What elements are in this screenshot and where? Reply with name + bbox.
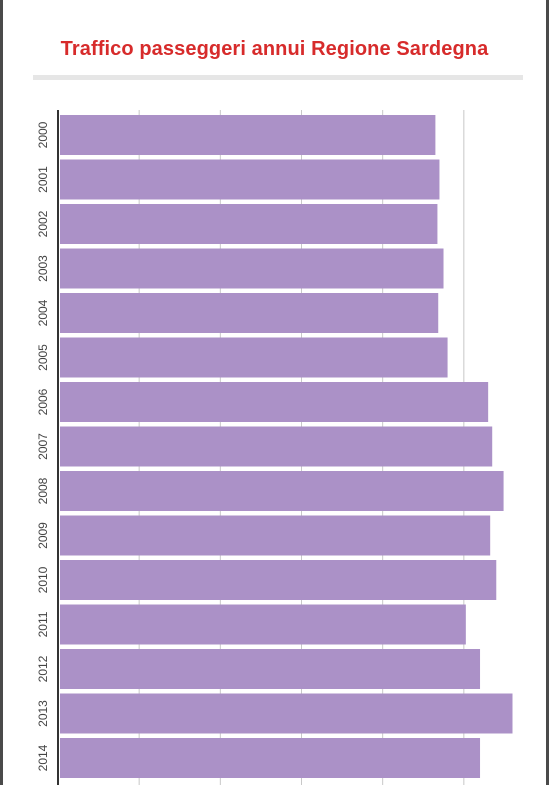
bar-2014 [60, 738, 481, 778]
bar-2009 [60, 515, 491, 556]
category-label-2004: 2004 [36, 299, 50, 326]
bar-2003 [60, 248, 444, 289]
bar-2012 [60, 649, 481, 689]
category-label-2014: 2014 [36, 744, 50, 771]
bar-2013 [60, 693, 513, 734]
title-divider [33, 75, 523, 80]
category-label-2008: 2008 [36, 477, 50, 504]
bar-2001 [60, 159, 440, 200]
bar-2011 [60, 604, 466, 645]
bar-2006 [60, 382, 489, 422]
chart-title: Traffico passeggeri annui Regione Sardeg… [60, 38, 489, 60]
bar-2010 [60, 560, 497, 600]
category-label-2011: 2011 [36, 611, 50, 637]
category-label-2006: 2006 [36, 388, 50, 415]
category-label-2002: 2002 [36, 210, 50, 237]
category-label-2001: 2001 [36, 166, 50, 193]
category-label-2013: 2013 [36, 700, 50, 727]
category-label-2003: 2003 [36, 255, 50, 282]
bar-2002 [60, 204, 438, 244]
category-label-2012: 2012 [36, 655, 50, 682]
category-label-2007: 2007 [36, 433, 50, 460]
bar-2007 [60, 426, 493, 467]
category-label-2009: 2009 [36, 522, 50, 549]
category-label-2010: 2010 [36, 566, 50, 593]
bar-2005 [60, 337, 448, 378]
bar-2000 [60, 115, 436, 155]
category-label-2000: 2000 [36, 121, 50, 148]
category-label-2005: 2005 [36, 344, 50, 371]
bar-2004 [60, 293, 439, 333]
bar-2008 [60, 471, 504, 511]
